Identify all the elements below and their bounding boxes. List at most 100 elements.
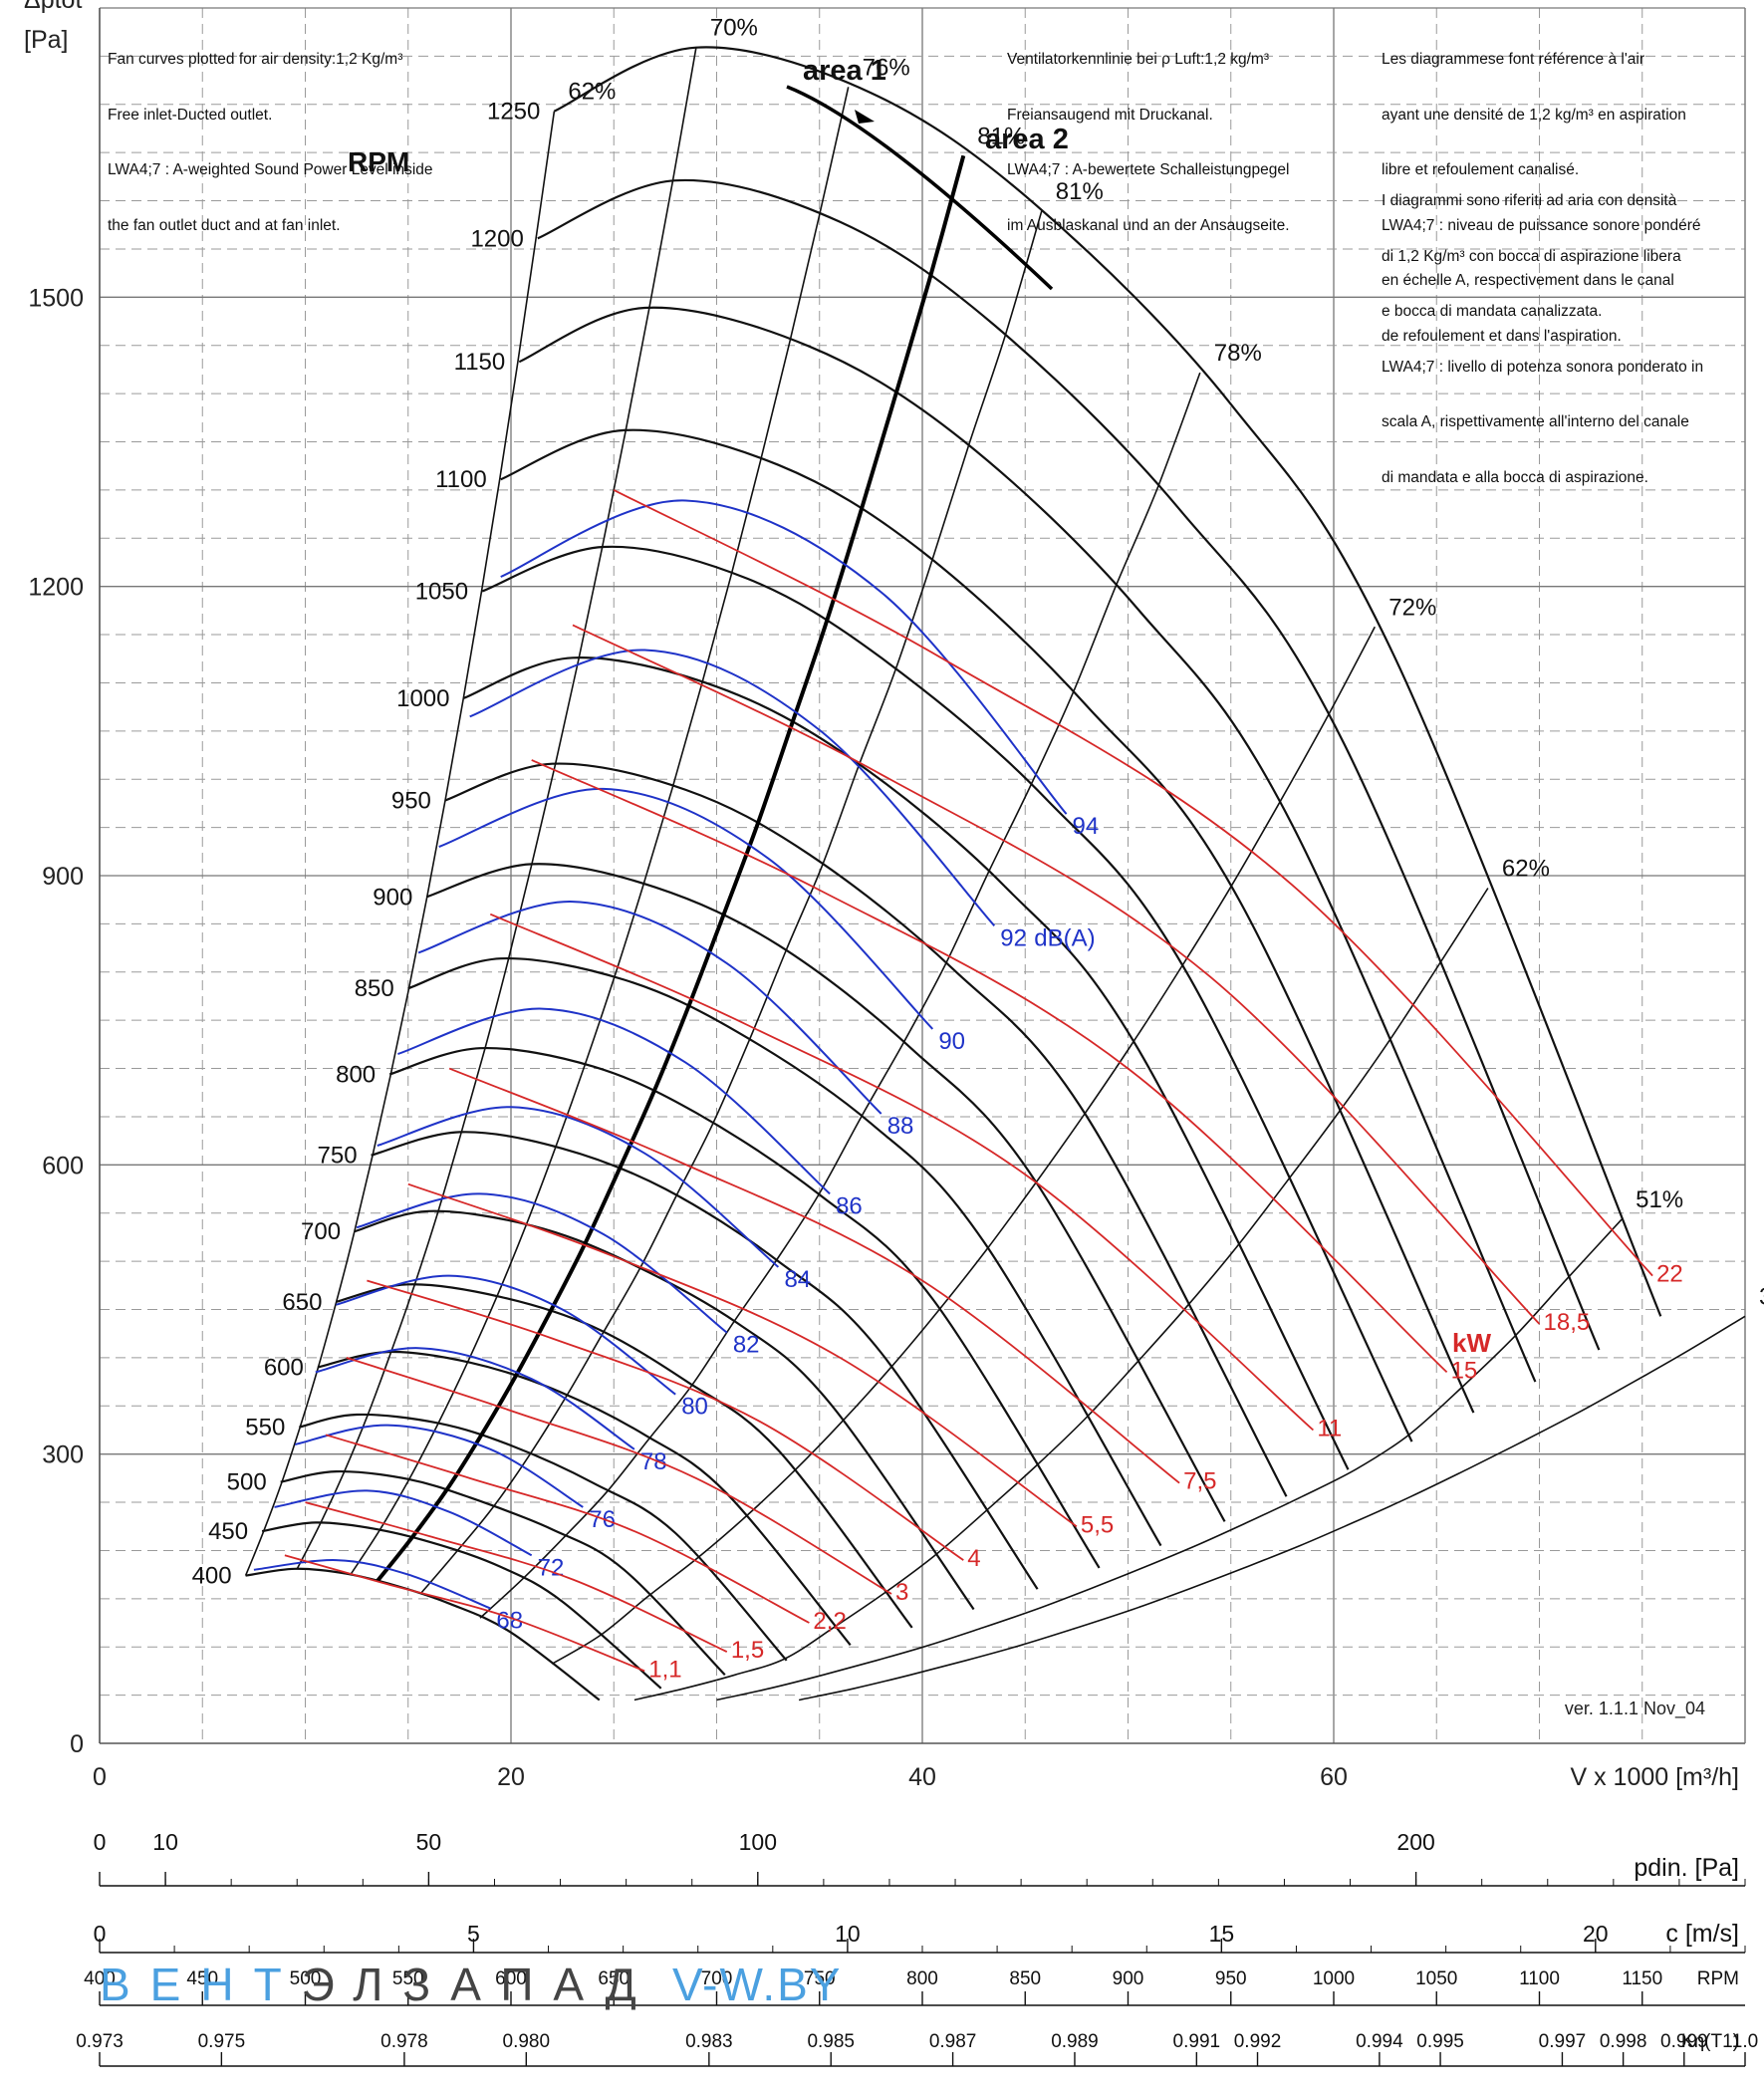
rpm-curve [537, 178, 1601, 1351]
sound-curve-label: 80 [681, 1394, 708, 1421]
rpm-curve [553, 46, 1662, 1317]
rpm-curve [245, 1567, 601, 1701]
rpm-curve-label: 700 [301, 1218, 341, 1245]
scale-tick-label: 200 [1396, 1829, 1434, 1855]
watermark-part-3: V-W.BY [672, 1959, 843, 2010]
power-curve-label: 22 [1656, 1261, 1683, 1288]
scale-tick-label: 1100 [1519, 1968, 1560, 1989]
scale-tick-label: 0 [94, 1921, 107, 1947]
area-2-label: area 2 [985, 124, 1069, 155]
rpm-curve-label: 1000 [396, 685, 449, 712]
note-line: en échelle A, respectivement dans le can… [1382, 272, 1674, 289]
efficiency-label: 51% [1636, 1186, 1683, 1213]
scale-tick-label: 500 [290, 1968, 322, 1989]
power-curve-label: 7,5 [1183, 1468, 1216, 1495]
notes-it: I diagrammi sono riferiti ad aria con de… [1382, 155, 1703, 506]
rpm-curve-label: 650 [282, 1289, 322, 1316]
sound-curve [377, 1106, 780, 1268]
rpm-curves: 400 450 500 550 600 650 700 750 800 850 900 950 1000… [192, 46, 1662, 1701]
scale-tick-label: 800 [906, 1968, 938, 1989]
scale-tick-label: 1000 [1313, 1968, 1355, 1989]
note-line: Ventilatorkennlinie bei ρ Luft:1,2 kg/m³ [1007, 51, 1269, 68]
scale-tick-label: 0.992 [1234, 2031, 1282, 2052]
x-tick-label: 40 [908, 1763, 936, 1791]
power-curve-label: 1,1 [648, 1656, 681, 1683]
note-line: scala A, rispettivamente all'interno del… [1382, 413, 1689, 430]
note-line: de refoulement et dans l'aspiration. [1382, 327, 1622, 345]
note-line: ayant une densité de 1,2 kg/m³ en aspira… [1382, 106, 1686, 124]
scale-tick-label: 0.987 [929, 2031, 977, 2052]
scale-tick-label: 0.999 [1660, 2031, 1708, 2052]
sound-curve [397, 1007, 831, 1195]
rpm-curve-label: 900 [373, 884, 412, 911]
power-curve-label: 2,2 [813, 1608, 846, 1635]
sound-curve [294, 1424, 584, 1508]
power-curve-label: 5,5 [1081, 1511, 1114, 1538]
rpm-curve-label: 800 [336, 1061, 376, 1088]
notes-fr: Les diagrammese font référence à l'air a… [1382, 14, 1701, 365]
power-curve [407, 1182, 1078, 1528]
sound-curve-label: 78 [640, 1448, 667, 1475]
efficiency-line [350, 87, 850, 1576]
efficiency-line [244, 111, 556, 1576]
scale-tick-label: 100 [739, 1829, 777, 1855]
rpm-curve-label: 850 [355, 975, 394, 1002]
power-curve [489, 913, 1314, 1432]
note-line: Fan curves plotted for air density:1,2 K… [108, 51, 403, 68]
rpm-curve [261, 1521, 662, 1690]
axes: 0 300 600 900 1200 1500 0 20 40 60 Δptot [Pa] V x 10… [24, 0, 1746, 1791]
scale-tick-label: 10 [152, 1829, 178, 1855]
sound-unit-label: dB(A) [1034, 924, 1095, 951]
rpm-curve-label: 1100 [435, 466, 487, 493]
efficiency-line [798, 1315, 1746, 1701]
efficiency-line [479, 372, 1201, 1619]
scale-tick-label: 0.985 [807, 2031, 855, 2052]
power-curve [346, 1357, 892, 1595]
sound-curve [500, 499, 1068, 815]
rpm-curve-label: 600 [264, 1355, 304, 1382]
scale-tick-label: 0.995 [1416, 2031, 1464, 2052]
power-curve [448, 1067, 1180, 1484]
sound-curve [356, 1192, 728, 1334]
rpm-curve-label: 550 [245, 1415, 285, 1441]
rpm-curve [500, 428, 1475, 1414]
rpm-curve-label: 1150 [454, 349, 506, 376]
sound-curve [469, 649, 996, 926]
sound-curve [253, 1559, 491, 1610]
note-line: the fan outlet duct and at fan inlet. [108, 216, 341, 234]
scale-tick-label: 600 [495, 1968, 527, 1989]
efficiency-line [633, 888, 1489, 1701]
power-curve [284, 1554, 645, 1673]
sound-curve-label: 94 [1073, 813, 1100, 840]
power-unit-label: kW [1452, 1328, 1491, 1358]
efficiency-line [419, 210, 1043, 1595]
power-curve [305, 1501, 728, 1653]
rpm-curve-label: 1200 [470, 225, 523, 252]
rpm-curve [336, 1283, 913, 1629]
y-tick-label: 1500 [28, 284, 84, 312]
power-curve [572, 624, 1541, 1325]
efficiency-line [716, 1218, 1623, 1701]
scale-tick-label: 0.997 [1539, 2031, 1587, 2052]
watermark-url: V-W.BY [672, 1958, 842, 2011]
rpm-curve [518, 306, 1537, 1383]
efficiency-label: 81% [977, 123, 1025, 149]
note-line: I diagrammi sono riferiti ad aria con de… [1382, 192, 1677, 209]
efficiency-line [296, 47, 697, 1570]
power-curve-label: 18,5 [1544, 1309, 1591, 1336]
sound-curve-label: 86 [836, 1192, 863, 1219]
note-line: Free inlet-Ducted outlet. [108, 106, 273, 124]
x-tick-label: 20 [497, 1763, 525, 1791]
power-curve [531, 759, 1448, 1374]
scale-tick-label: 50 [416, 1829, 442, 1855]
sound-curve-label: 92 [1000, 924, 1027, 951]
scale-tick-label: 0.983 [685, 2031, 733, 2052]
area-1-label: area 1 [803, 55, 886, 87]
rpm-curve-label: 1050 [415, 579, 468, 606]
rpm-curve-label: 750 [318, 1143, 358, 1170]
scale-tick-label: 10 [835, 1921, 861, 1947]
note-line: LWA4;7 : A-bewertete Schalleistungpegel [1007, 161, 1290, 178]
sound-curve [438, 787, 934, 1030]
note-line: libre et refoulement canalisé. [1382, 161, 1580, 178]
